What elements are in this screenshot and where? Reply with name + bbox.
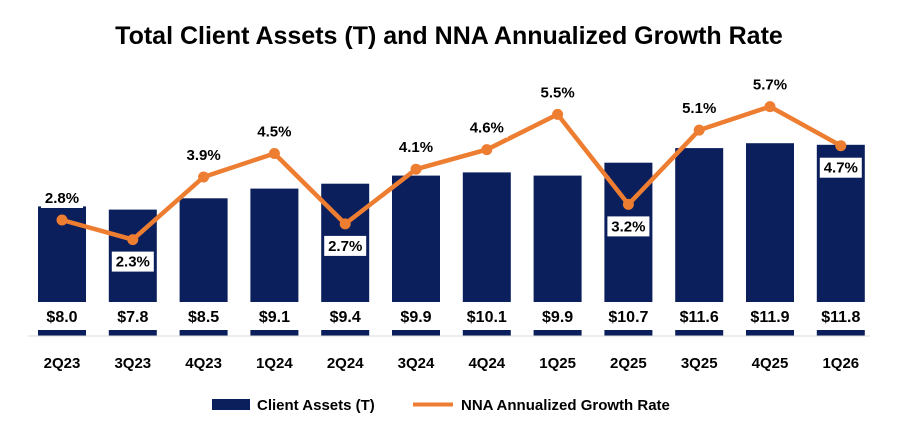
nna-value-label-4Q25: 5.7% (753, 77, 787, 94)
chart-title: Total Client Assets (T) and NNA Annualiz… (115, 22, 783, 50)
legend: Client Assets (T) NNA Annualized Growth … (212, 397, 670, 414)
nna-point-2Q23 (56, 214, 68, 226)
bar-label-bg-2Q25 (603, 302, 654, 330)
nna-growth-line (61, 104, 842, 242)
nna-label-bg-1Q24 (253, 121, 296, 142)
category-label-3Q24: 3Q24 (398, 355, 435, 372)
bar-value-label-3Q23: $7.8 (117, 309, 148, 326)
bar-value-label-1Q24: $9.1 (259, 309, 290, 326)
bar-value-label-2Q24: $9.4 (330, 309, 361, 326)
nna-label-bg-2Q24 (324, 235, 367, 256)
category-label-3Q23: 3Q23 (114, 355, 151, 372)
category-label-4Q23: 4Q23 (185, 355, 222, 372)
nna-value-label-2Q24: 2.7% (328, 238, 362, 255)
nna-value-label-3Q25: 5.1% (682, 100, 716, 117)
nna-value-label-3Q24: 4.1% (399, 139, 433, 156)
bar-value-label-1Q25: $9.9 (542, 309, 573, 326)
nna-value-label-1Q24: 4.5% (257, 124, 291, 141)
nna-point-1Q24 (268, 148, 280, 159)
nna-point-3Q24 (410, 163, 422, 175)
nna-label-bg-2Q23 (41, 188, 83, 208)
nna-point-3Q25 (693, 124, 705, 136)
bar-value-label-4Q25: $11.9 (750, 309, 789, 326)
nna-value-label-2Q23: 2.8% (45, 190, 79, 207)
bar-value-label-2Q25: $10.7 (608, 309, 648, 326)
nna-label-bg-4Q24 (465, 117, 508, 138)
legend-bar-label: Client Assets (T) (257, 397, 375, 414)
bar-value-label-4Q24: $10.1 (467, 309, 507, 326)
bar-label-bg-1Q24 (249, 302, 300, 330)
nna-point-1Q25 (552, 108, 564, 120)
bar-label-bg-2Q24 (320, 302, 371, 330)
nna-value-label-1Q25: 5.5% (540, 84, 574, 101)
legend-line-label: NNA Annualized Growth Rate (461, 397, 670, 414)
nna-label-bg-1Q25 (536, 82, 579, 103)
bar-label-bg-1Q26 (815, 302, 866, 330)
category-label-4Q24: 4Q24 (468, 355, 505, 372)
nna-value-label-1Q26: 4.7% (824, 160, 858, 177)
nna-value-label-2Q25: 3.2% (611, 218, 645, 235)
nna-label-bg-3Q25 (678, 98, 721, 119)
bar-value-label-3Q24: $9.9 (400, 309, 431, 326)
bar-label-bg-3Q25 (674, 302, 725, 330)
category-labels-layer: 2Q23 3Q23 4Q23 1Q24 2Q24 3Q24 4Q24 1Q25 2Q25 3Q25… (44, 355, 860, 372)
nna-label-bg-4Q25 (749, 74, 791, 95)
nna-point-4Q23 (198, 171, 210, 183)
bar-label-bg-2Q23 (37, 302, 87, 330)
nna-point-4Q24 (481, 144, 493, 156)
line-labels-layer: 2.8% 2.3% 3.9% 4.5% 2.7% 4.1% 4.6% 5.5% 3.2% 5.1%… (41, 74, 862, 272)
category-label-3Q25: 3Q25 (681, 355, 718, 372)
bar-labels-layer: $8.0 $7.8 $8.5 $9.1 $9.4 $9.9 $10.1 $9.9 $10.7 $1… (37, 302, 866, 330)
bar-value-label-4Q23: $8.5 (188, 309, 219, 326)
nna-point-2Q24 (339, 218, 351, 230)
nna-label-bg-2Q25 (607, 216, 650, 237)
nna-value-label-4Q24: 4.6% (470, 120, 504, 137)
bar-label-bg-3Q24 (391, 302, 441, 330)
nna-label-bg-1Q26 (819, 157, 862, 178)
bar-value-label-2Q23: $8.0 (46, 309, 77, 326)
nna-label-bg-3Q23 (111, 251, 154, 272)
nna-point-1Q26 (835, 140, 847, 152)
category-label-4Q25: 4Q25 (752, 355, 789, 372)
nna-point-4Q25 (764, 101, 776, 113)
category-label-2Q23: 2Q23 (44, 355, 81, 372)
nna-value-label-4Q23: 3.9% (186, 147, 220, 164)
category-label-2Q25: 2Q25 (610, 355, 647, 372)
bar-label-bg-4Q24 (461, 302, 512, 330)
bar-label-bg-4Q23 (178, 302, 229, 330)
bar-value-label-1Q26: $11.8 (821, 309, 860, 326)
bar-label-bg-4Q25 (745, 302, 795, 330)
bar-label-bg-1Q25 (532, 302, 583, 330)
nna-point-2Q25 (622, 198, 634, 210)
bars-layer (38, 143, 865, 336)
nna-point-3Q23 (127, 234, 139, 246)
bar-label-bg-3Q23 (107, 302, 158, 330)
nna-label-bg-3Q24 (395, 137, 437, 158)
category-label-1Q24: 1Q24 (256, 355, 293, 372)
legend-bar-swatch (212, 399, 250, 410)
nna-label-bg-4Q23 (182, 145, 225, 165)
category-label-1Q26: 1Q26 (822, 355, 859, 372)
line-layer (56, 101, 847, 246)
bar-value-label-3Q25: $11.6 (680, 309, 719, 326)
category-label-2Q24: 2Q24 (327, 355, 364, 372)
nna-value-label-3Q23: 2.3% (116, 254, 150, 271)
category-label-1Q25: 1Q25 (539, 355, 576, 372)
